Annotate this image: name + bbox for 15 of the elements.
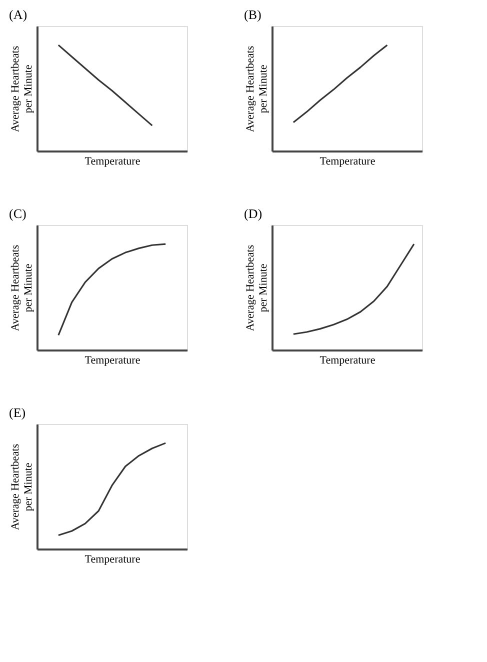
chart-title: (A)	[9, 7, 28, 22]
x-axis-title: Temperature	[320, 354, 376, 366]
y-axis-title: Average Heartbeats per Minute	[244, 46, 270, 132]
chart-title: (E)	[9, 405, 26, 420]
x-axis-title: Temperature	[84, 156, 140, 168]
x-axis-title: Temperature	[84, 554, 140, 566]
y-axis-title: Average Heartbeats per Minute	[10, 46, 34, 132]
chart-title: (D)	[244, 206, 262, 221]
y-axis-title: Average Heartbeats per Minute	[10, 244, 34, 332]
chart-title: (C)	[9, 206, 26, 221]
y-axis-title: Average Heartbeats per Minute	[10, 444, 34, 530]
x-axis-title: Temperature	[84, 354, 140, 366]
x-axis-title: Temperature	[320, 156, 376, 168]
chart-title: (B)	[244, 7, 262, 22]
y-axis-title: Average Heartbeats per Minute	[244, 244, 270, 332]
